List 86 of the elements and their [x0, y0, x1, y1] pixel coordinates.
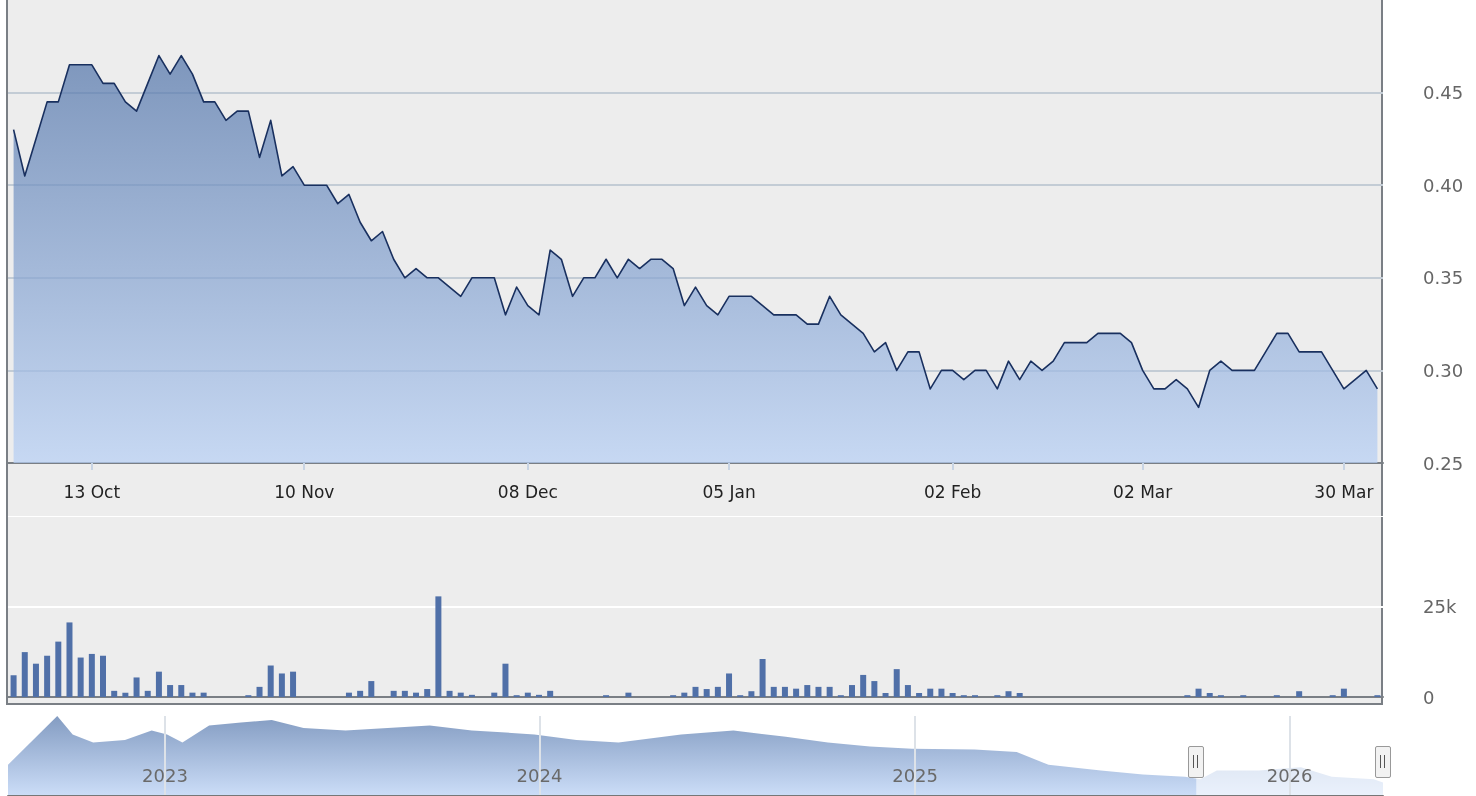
bar: [144, 690, 151, 697]
x-tick-label: 2024: [516, 764, 563, 786]
x-tick-label: 05 Jan: [702, 481, 756, 502]
bar: [435, 596, 442, 697]
bar: [122, 692, 129, 697]
bar: [368, 681, 375, 697]
bar: [111, 690, 118, 697]
bar: [815, 686, 822, 697]
bar: [133, 677, 140, 697]
y-tick-label: 0.25: [1423, 452, 1464, 474]
bar: [826, 686, 833, 697]
bar: [390, 690, 397, 697]
bar: [781, 686, 788, 697]
bar: [524, 692, 531, 697]
y-tick-label: 0.30: [1423, 359, 1464, 381]
bar: [290, 671, 297, 697]
bar: [893, 669, 900, 697]
bar: [457, 692, 464, 697]
bar: [468, 694, 475, 697]
bar: [32, 663, 39, 697]
bar: [726, 673, 733, 697]
x-tick-label: 2025: [892, 764, 938, 786]
bar: [714, 686, 721, 697]
bar: [703, 689, 710, 697]
x-tick-label: 08 Dec: [497, 481, 558, 502]
bar: [1005, 691, 1012, 697]
bar: [357, 690, 364, 697]
bar: [10, 675, 17, 697]
bar: [100, 655, 107, 697]
bar: [904, 685, 911, 697]
bar: [189, 692, 196, 697]
bar: [681, 692, 688, 697]
bar: [927, 688, 934, 697]
bar: [949, 693, 956, 697]
bar: [625, 692, 632, 697]
bar: [849, 685, 855, 697]
bar: [267, 665, 274, 697]
bar: [502, 663, 509, 697]
bar: [1016, 693, 1023, 697]
bar: [860, 674, 867, 697]
x-tick-label: 10 Nov: [274, 481, 335, 502]
bar: [446, 690, 453, 697]
bar: [424, 689, 431, 697]
bar: [759, 658, 766, 697]
bar: [804, 685, 811, 697]
bar: [178, 685, 185, 697]
bar: [200, 692, 207, 697]
y-tick-label: 0.40: [1423, 174, 1464, 196]
bar: [938, 688, 945, 697]
bar: [491, 692, 498, 697]
y-tick-label: 0: [1423, 686, 1435, 708]
bar: [748, 691, 755, 697]
y-tick-label: 0.45: [1423, 82, 1464, 104]
x-tick-label: 02 Feb: [924, 481, 982, 502]
bar: [278, 673, 285, 697]
bar: [55, 641, 62, 697]
bar: [547, 690, 554, 697]
bar: [88, 653, 95, 697]
bar: [155, 671, 162, 697]
x-tick-label: 2023: [142, 764, 188, 786]
bar: [413, 692, 420, 697]
bar: [167, 685, 174, 697]
y-tick-label: 0.35: [1423, 267, 1464, 289]
x-tick-label: 2026: [1266, 764, 1313, 786]
x-tick-label: 30 Mar: [1314, 481, 1374, 502]
bar: [1296, 691, 1303, 697]
bar: [793, 688, 800, 697]
bar: [1195, 688, 1202, 697]
bar: [770, 686, 777, 697]
bar: [536, 694, 542, 697]
bar: [1340, 688, 1347, 697]
bar: [916, 693, 923, 697]
bar: [882, 693, 889, 697]
bar: [345, 692, 352, 697]
bar: [256, 686, 263, 697]
bar: [77, 657, 84, 697]
bar: [871, 681, 878, 697]
bar: [66, 622, 73, 697]
bar: [44, 655, 51, 697]
bar: [1206, 693, 1213, 697]
x-tick-label: 02 Mar: [1113, 481, 1173, 502]
bar: [21, 652, 28, 697]
x-tick-label: 13 Oct: [63, 481, 121, 502]
bar: [401, 690, 408, 697]
bar: [692, 686, 699, 697]
y-tick-label: 25k: [1423, 596, 1457, 617]
